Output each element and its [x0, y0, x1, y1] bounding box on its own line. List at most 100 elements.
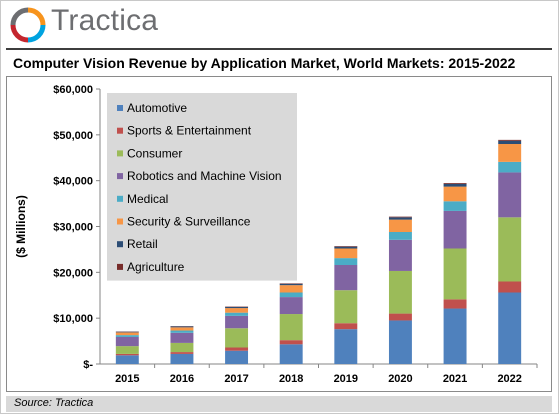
bar-segment-consumer	[279, 314, 303, 341]
bar-segment-robotics-and-machine-vision	[334, 265, 358, 291]
bar-segment-medical	[443, 201, 467, 211]
bar-segment-retail	[170, 326, 194, 328]
bar-segment-medical	[225, 312, 249, 316]
legend-swatch	[117, 173, 123, 180]
bar-segment-security-surveillance	[170, 327, 194, 331]
y-axis-title: ($ Millions)	[14, 195, 28, 258]
bar-segment-security-surveillance	[279, 285, 303, 293]
bar-segment-medical	[498, 161, 522, 173]
bar-segment-automotive	[225, 350, 249, 364]
bar-segment-security-surveillance	[443, 186, 467, 202]
bar-segment-security-surveillance	[225, 308, 249, 313]
legend-swatch	[117, 241, 123, 248]
bar-segment-retail	[443, 183, 467, 187]
bar-segment-retail	[388, 217, 412, 220]
chart-area: $- $10,000 $20,000 $30,000 $40,000 $50,000 $60…	[6, 76, 552, 392]
source-text: Source: Tractica	[14, 397, 94, 409]
bar-segment-medical	[334, 258, 358, 265]
bar-segment-sports-entertainment	[334, 323, 358, 330]
bar-segment-security-surveillance	[388, 219, 412, 232]
bar-segment-sports-entertainment	[498, 281, 522, 293]
chart-title: Computer Vision Revenue by Application M…	[13, 55, 516, 71]
bar-segment-consumer	[170, 342, 194, 353]
legend-label: Agriculture	[127, 260, 185, 274]
bar-segment-sports-entertainment	[388, 313, 412, 321]
bar-segment-agriculture	[334, 246, 358, 247]
legend-swatch	[117, 218, 123, 225]
legend-swatch	[117, 105, 123, 111]
bar-segment-medical	[388, 232, 412, 240]
y-tick-label: $20,000	[53, 267, 93, 279]
tractica-logo-icon	[10, 7, 46, 43]
bar-segment-consumer	[388, 270, 412, 314]
source-bar: Source: Tractica	[6, 396, 552, 412]
legend-label: Sports & Entertainment	[127, 124, 252, 138]
legend-label: Medical	[127, 192, 168, 206]
x-tick-label: 2022	[497, 373, 521, 385]
bar-segment-automotive	[334, 329, 358, 364]
legend-label: Robotics and Machine Vision	[127, 169, 282, 183]
bar-segment-sports-entertainment	[279, 340, 303, 345]
legend-label: Consumer	[127, 146, 182, 160]
bar-segment-sports-entertainment	[115, 353, 139, 356]
bar-segment-medical	[115, 335, 139, 337]
bar-segment-retail	[279, 283, 303, 286]
bar-segment-robotics-and-machine-vision	[388, 239, 412, 271]
legend-swatch	[117, 127, 123, 134]
bar-segment-automotive	[279, 344, 303, 364]
x-tick-label: 2018	[279, 373, 303, 385]
x-tick-label: 2020	[388, 373, 412, 385]
title-divider	[6, 48, 552, 50]
bar-segment-robotics-and-machine-vision	[170, 332, 194, 343]
y-tick-label: $10,000	[53, 313, 93, 325]
legend-swatch	[117, 195, 123, 202]
bar-segment-consumer	[498, 217, 522, 282]
bar-segment-security-surveillance	[498, 144, 522, 162]
bar-segment-security-surveillance	[334, 248, 358, 259]
legend-swatch	[117, 150, 123, 157]
bar-segment-agriculture	[498, 139, 522, 141]
bar-segment-medical	[170, 330, 194, 333]
bar-segment-medical	[279, 292, 303, 298]
bar-segment-retail	[225, 306, 249, 309]
bar-segment-sports-entertainment	[170, 352, 194, 354]
bar-segment-agriculture	[443, 183, 467, 184]
bar-segment-automotive	[388, 320, 412, 364]
legend-box	[107, 93, 297, 281]
bar-segment-automotive	[498, 292, 522, 364]
bar-segment-retail	[334, 246, 358, 249]
bar-segment-consumer	[334, 290, 358, 324]
bar-segment-automotive	[443, 308, 467, 364]
bar-segment-sports-entertainment	[443, 299, 467, 309]
bar-segment-automotive	[115, 355, 139, 364]
stacked-bar-chart: $- $10,000 $20,000 $30,000 $40,000 $50,000 $60…	[14, 84, 538, 385]
legend-swatch	[117, 263, 123, 270]
x-tick-label: 2019	[334, 373, 358, 385]
bar-segment-sports-entertainment	[225, 347, 249, 351]
bar-segment-robotics-and-machine-vision	[498, 172, 522, 218]
bar-segment-robotics-and-machine-vision	[115, 336, 139, 347]
bar-segment-agriculture	[388, 216, 412, 218]
bar-segment-retail	[115, 331, 139, 333]
legend-label: Security & Surveillance	[127, 215, 251, 229]
y-tick-label: $40,000	[53, 176, 93, 188]
bar-segment-robotics-and-machine-vision	[443, 210, 467, 249]
y-tick-label: $-	[83, 359, 93, 371]
bar-segment-consumer	[443, 248, 467, 300]
legend-label: Retail	[127, 237, 158, 251]
bar-segment-robotics-and-machine-vision	[225, 315, 249, 329]
bar-segment-consumer	[225, 328, 249, 348]
brand-name: Tractica	[51, 4, 159, 37]
x-tick-label: 2021	[443, 373, 467, 385]
y-tick-label: $60,000	[53, 84, 93, 96]
bar-segment-robotics-and-machine-vision	[279, 297, 303, 315]
bar-segment-consumer	[115, 346, 139, 354]
bar-segment-automotive	[170, 353, 194, 364]
x-tick-label: 2017	[224, 373, 248, 385]
bar-segment-retail	[498, 140, 522, 144]
x-tick-label: 2016	[170, 373, 194, 385]
bar-segment-security-surveillance	[115, 332, 139, 336]
y-tick-label: $30,000	[53, 222, 93, 234]
x-tick-label: 2015	[115, 373, 139, 385]
legend-label: Automotive	[127, 101, 187, 115]
